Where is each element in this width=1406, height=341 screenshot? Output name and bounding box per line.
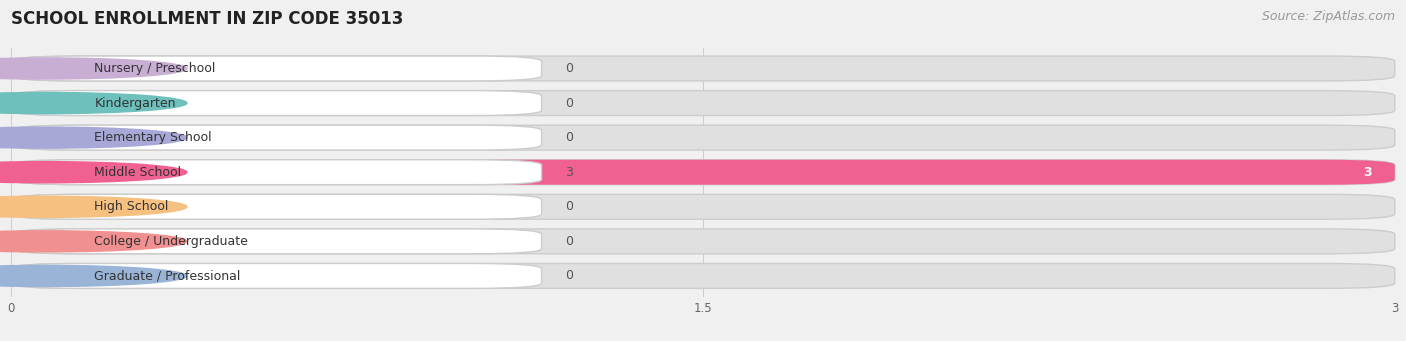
FancyBboxPatch shape bbox=[11, 56, 149, 81]
Circle shape bbox=[0, 127, 187, 148]
Text: Graduate / Professional: Graduate / Professional bbox=[94, 269, 240, 282]
Circle shape bbox=[0, 265, 187, 286]
FancyBboxPatch shape bbox=[11, 194, 1395, 219]
FancyBboxPatch shape bbox=[11, 56, 541, 81]
FancyBboxPatch shape bbox=[11, 91, 1395, 116]
Text: Source: ZipAtlas.com: Source: ZipAtlas.com bbox=[1261, 10, 1395, 23]
Text: 0: 0 bbox=[565, 235, 572, 248]
Text: College / Undergraduate: College / Undergraduate bbox=[94, 235, 247, 248]
Circle shape bbox=[0, 162, 187, 183]
FancyBboxPatch shape bbox=[11, 125, 149, 150]
Circle shape bbox=[0, 92, 187, 114]
FancyBboxPatch shape bbox=[11, 160, 541, 185]
FancyBboxPatch shape bbox=[11, 160, 1395, 185]
Text: 0: 0 bbox=[565, 62, 572, 75]
Text: Nursery / Preschool: Nursery / Preschool bbox=[94, 62, 215, 75]
FancyBboxPatch shape bbox=[11, 91, 149, 116]
Text: Kindergarten: Kindergarten bbox=[94, 97, 176, 109]
FancyBboxPatch shape bbox=[11, 56, 1395, 81]
Text: High School: High School bbox=[94, 200, 169, 213]
FancyBboxPatch shape bbox=[11, 229, 541, 254]
Circle shape bbox=[0, 231, 187, 252]
FancyBboxPatch shape bbox=[11, 194, 149, 219]
FancyBboxPatch shape bbox=[11, 125, 541, 150]
FancyBboxPatch shape bbox=[11, 264, 1395, 288]
Circle shape bbox=[0, 196, 187, 217]
Text: 0: 0 bbox=[565, 131, 572, 144]
FancyBboxPatch shape bbox=[11, 264, 541, 288]
FancyBboxPatch shape bbox=[11, 91, 541, 116]
FancyBboxPatch shape bbox=[11, 229, 149, 254]
FancyBboxPatch shape bbox=[11, 229, 1395, 254]
Text: 3: 3 bbox=[565, 166, 572, 179]
Text: Middle School: Middle School bbox=[94, 166, 181, 179]
FancyBboxPatch shape bbox=[11, 125, 1395, 150]
Text: Elementary School: Elementary School bbox=[94, 131, 212, 144]
Text: 3: 3 bbox=[1362, 166, 1372, 179]
Text: SCHOOL ENROLLMENT IN ZIP CODE 35013: SCHOOL ENROLLMENT IN ZIP CODE 35013 bbox=[11, 10, 404, 28]
FancyBboxPatch shape bbox=[11, 194, 541, 219]
Text: 0: 0 bbox=[565, 200, 572, 213]
Text: 0: 0 bbox=[565, 97, 572, 109]
Circle shape bbox=[0, 58, 187, 79]
FancyBboxPatch shape bbox=[11, 264, 149, 288]
Text: 0: 0 bbox=[565, 269, 572, 282]
FancyBboxPatch shape bbox=[11, 160, 1395, 185]
